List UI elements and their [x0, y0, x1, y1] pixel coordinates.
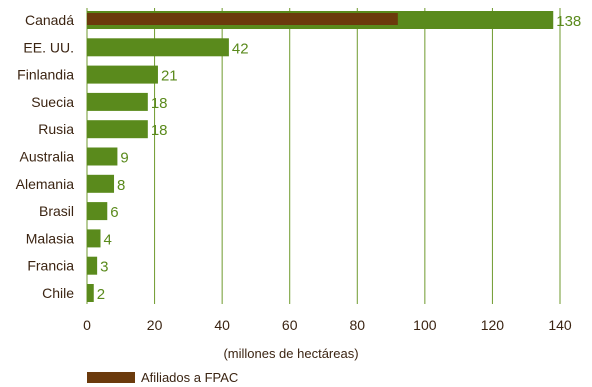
category-label: Suecia — [31, 94, 74, 110]
value-label: 6 — [110, 204, 118, 221]
value-label: 9 — [120, 150, 128, 167]
legend: Afiliados a FPAC — [87, 370, 238, 385]
bar-total — [87, 256, 98, 275]
x-tick-label: 40 — [214, 317, 230, 333]
x-tick-labels: 0 20 40 60 80 100 120 140 — [83, 317, 572, 333]
x-axis-title: (millones de hectáreas) — [223, 346, 358, 361]
value-label: 138 — [556, 13, 581, 30]
bars — [87, 11, 554, 302]
bar-total — [87, 38, 229, 57]
legend-swatch-fpac — [87, 372, 135, 383]
value-label: 42 — [232, 40, 249, 57]
category-label: EE. UU. — [23, 39, 74, 55]
bar-total — [87, 120, 148, 139]
category-label: Francia — [27, 258, 74, 274]
category-label: Alemania — [16, 176, 75, 192]
value-label: 8 — [117, 177, 125, 194]
category-label: Canadá — [25, 12, 74, 28]
x-tick-label: 60 — [282, 317, 298, 333]
category-labels: Canadá EE. UU. Finlandia Suecia Rusia Austral… — [16, 12, 75, 301]
category-label: Rusia — [38, 121, 74, 137]
x-tick-label: 80 — [349, 317, 365, 333]
x-tick-label: 0 — [83, 317, 91, 333]
bar-total — [87, 147, 118, 166]
value-label: 18 — [151, 122, 168, 139]
x-tick-label: 140 — [548, 317, 572, 333]
bar-fpac — [87, 13, 398, 25]
category-label: Brasil — [39, 203, 74, 219]
bar-total — [87, 229, 101, 248]
category-label: Finlandia — [17, 67, 74, 83]
value-label: 21 — [161, 68, 178, 85]
value-label: 18 — [151, 95, 168, 112]
bar-total — [87, 202, 108, 221]
category-label: Chile — [42, 285, 74, 301]
value-labels: 138 42 21 18 18 9 8 6 4 3 2 — [97, 13, 582, 303]
bar-total — [87, 92, 148, 111]
bar-total — [87, 284, 94, 302]
gridlines — [86, 8, 561, 304]
x-tick-label: 20 — [147, 317, 163, 333]
x-tick-label: 100 — [413, 317, 437, 333]
category-label: Malasia — [26, 230, 74, 246]
value-label: 2 — [97, 286, 105, 303]
x-tick-label: 120 — [481, 317, 505, 333]
bar-total — [87, 65, 158, 84]
category-label: Australia — [20, 149, 75, 165]
bar-total — [87, 174, 115, 193]
value-label: 3 — [100, 259, 108, 276]
value-label: 4 — [104, 231, 112, 248]
legend-label-fpac: Afiliados a FPAC — [141, 370, 238, 385]
